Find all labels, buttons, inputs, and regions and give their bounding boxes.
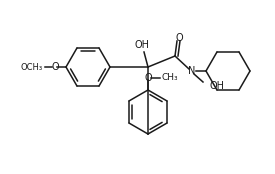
Text: N: N bbox=[188, 66, 196, 76]
Text: O: O bbox=[144, 73, 152, 83]
Text: O: O bbox=[51, 62, 59, 72]
Text: OCH₃: OCH₃ bbox=[21, 62, 43, 72]
Text: OH: OH bbox=[210, 81, 225, 91]
Text: CH₃: CH₃ bbox=[161, 73, 178, 82]
Text: OH: OH bbox=[134, 40, 150, 50]
Text: O: O bbox=[175, 33, 183, 43]
